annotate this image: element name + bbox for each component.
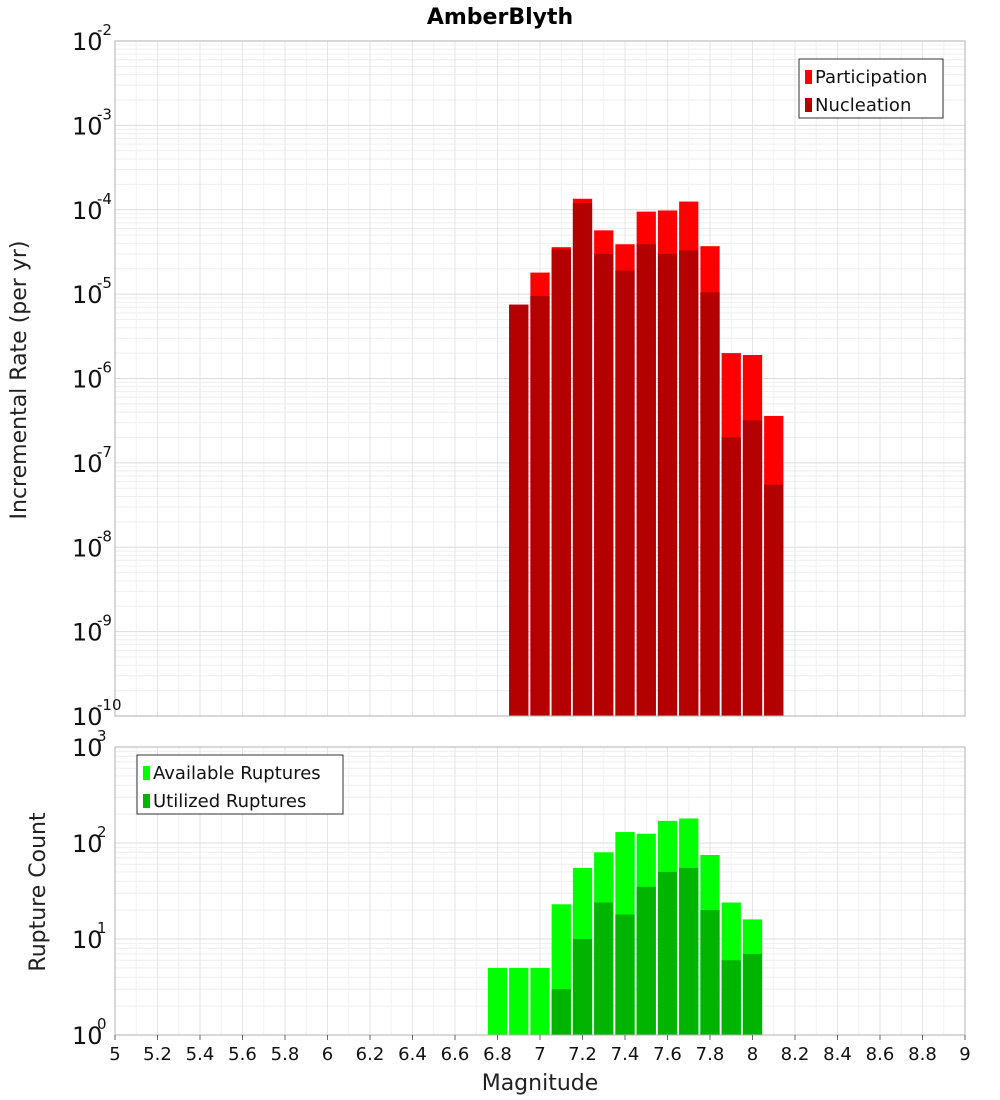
bar-nucleation — [530, 296, 550, 716]
legend: Participation Nucleation — [798, 58, 944, 119]
legend-label: Available Ruptures — [153, 763, 321, 784]
x-tick-label: 7.4 — [611, 1044, 640, 1065]
bar-nucleation — [594, 253, 614, 716]
y-tick-base-label: 10 — [72, 450, 103, 478]
bar-utilized-ruptures — [615, 914, 635, 1035]
y-tick-base-label: 10 — [72, 926, 103, 954]
bar-nucleation — [700, 292, 720, 716]
bar-available-ruptures — [509, 967, 529, 1035]
y-axis-label-top: Incremental Rate (per yr) — [7, 241, 32, 520]
y-tick-exponent-label: 1 — [97, 919, 107, 937]
bar-nucleation — [551, 249, 571, 716]
legend-box — [136, 754, 344, 815]
chart-title: AmberBlyth — [427, 5, 573, 30]
y-tick-exponent-label: -7 — [97, 443, 112, 461]
legend: Available Ruptures Utilized Ruptures — [136, 754, 344, 815]
legend-label: Utilized Ruptures — [153, 791, 306, 812]
y-tick-base-label: 10 — [72, 281, 103, 309]
x-tick-label: 7.2 — [568, 1044, 597, 1065]
bar-utilized-ruptures — [700, 910, 720, 1035]
bar-nucleation — [742, 420, 763, 716]
x-tick-label: 6.6 — [441, 1044, 470, 1065]
y-tick-exponent-label: -10 — [97, 696, 122, 714]
bar-utilized-ruptures — [636, 886, 656, 1035]
bar-nucleation — [615, 270, 635, 716]
legend-label: Participation — [815, 67, 927, 88]
y-tick-exponent-label: -6 — [97, 359, 112, 377]
legend-label: Nucleation — [815, 95, 911, 116]
y-tick-exponent-label: -4 — [97, 190, 112, 208]
bar-nucleation — [657, 253, 678, 716]
bar-available-ruptures — [530, 967, 550, 1035]
x-tick-label: 9 — [959, 1044, 970, 1065]
bar-nucleation — [764, 484, 784, 716]
y-tick-base-label: 10 — [72, 734, 103, 762]
y-tick-exponent-label: -2 — [97, 21, 112, 39]
x-tick-label: 7.8 — [696, 1044, 725, 1065]
x-tick-label: 8.6 — [866, 1044, 895, 1065]
x-tick-label: 8.2 — [781, 1044, 810, 1065]
y-tick-exponent-label: -9 — [97, 612, 112, 630]
x-tick-label: 5.4 — [186, 1044, 215, 1065]
x-tick-label: 5.8 — [271, 1044, 300, 1065]
legend-swatch — [805, 70, 812, 84]
y-axis-label-bottom: Rupture Count — [26, 812, 51, 972]
x-tick-label: 6 — [322, 1044, 333, 1065]
y-tick-exponent-label: 0 — [97, 1015, 107, 1033]
y-tick-base-label: 10 — [72, 703, 103, 731]
legend-swatch — [143, 766, 150, 780]
y-tick-exponent-label: -3 — [97, 105, 112, 123]
plot-frame — [114, 40, 966, 717]
x-tick-label: 8 — [747, 1044, 758, 1065]
x-tick-label: 5.6 — [228, 1044, 257, 1065]
y-tick-base-label: 10 — [72, 366, 103, 394]
y-tick-base-label: 10 — [72, 1022, 103, 1050]
bar-utilized-ruptures — [594, 902, 614, 1035]
y-tick-base-label: 10 — [72, 112, 103, 140]
bar-utilized-ruptures — [721, 960, 741, 1035]
x-tick-label: 7.6 — [653, 1044, 682, 1065]
top-plot-panel: 10-210-310-410-510-610-710-810-910-10Par… — [72, 21, 966, 731]
x-tick-label: 8.4 — [823, 1044, 852, 1065]
bar-nucleation — [679, 250, 699, 717]
y-tick-exponent-label: 2 — [97, 823, 107, 841]
legend-box — [798, 58, 944, 119]
bar-nucleation — [721, 437, 741, 716]
bar-utilized-ruptures — [742, 953, 763, 1035]
x-tick-label: 6.8 — [483, 1044, 512, 1065]
bar-nucleation — [572, 203, 593, 716]
y-tick-base-label: 10 — [72, 534, 103, 562]
y-tick-base-label: 10 — [72, 830, 103, 858]
x-axis-label: Magnitude — [482, 1071, 599, 1096]
bar-utilized-ruptures — [679, 867, 699, 1035]
x-tick-label: 6.4 — [398, 1044, 427, 1065]
x-tick-label: 8.8 — [908, 1044, 937, 1065]
x-tick-label: 5 — [109, 1044, 120, 1065]
y-tick-exponent-label: -5 — [97, 274, 112, 292]
bar-utilized-ruptures — [657, 871, 678, 1035]
y-tick-exponent-label: -8 — [97, 527, 112, 545]
bar-nucleation — [636, 244, 656, 717]
y-tick-base-label: 10 — [72, 197, 103, 225]
bar-utilized-ruptures — [551, 989, 571, 1035]
legend-swatch — [805, 98, 812, 112]
x-tick-label: 7 — [534, 1044, 545, 1065]
x-tick-label: 6.2 — [356, 1044, 385, 1065]
legend-swatch — [143, 794, 150, 808]
bar-available-ruptures — [487, 967, 508, 1035]
y-tick-base-label: 10 — [72, 619, 103, 647]
y-tick-base-label: 10 — [72, 28, 103, 56]
y-tick-exponent-label: 3 — [97, 727, 107, 745]
bar-utilized-ruptures — [572, 939, 593, 1035]
x-tick-label: 5.2 — [143, 1044, 172, 1065]
bar-nucleation — [509, 304, 529, 716]
